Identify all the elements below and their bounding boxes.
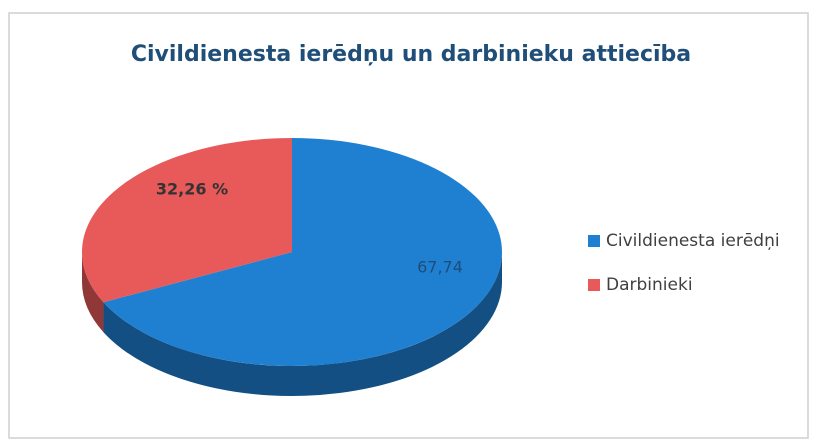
legend-swatch — [588, 235, 600, 247]
slice-side — [82, 252, 104, 333]
chart-title: Civildienesta ierēdņu un darbinieku atti… — [131, 42, 691, 67]
slice — [82, 138, 292, 303]
data-label: 67,74 — [417, 258, 463, 277]
legend-label: Darbinieki — [606, 275, 693, 295]
slice-side — [103, 252, 503, 396]
legend-label: Civildienesta ierēdņi — [606, 231, 780, 251]
legend-swatch — [588, 279, 600, 291]
data-label: 32,26 % — [156, 180, 228, 199]
slice — [103, 138, 502, 367]
